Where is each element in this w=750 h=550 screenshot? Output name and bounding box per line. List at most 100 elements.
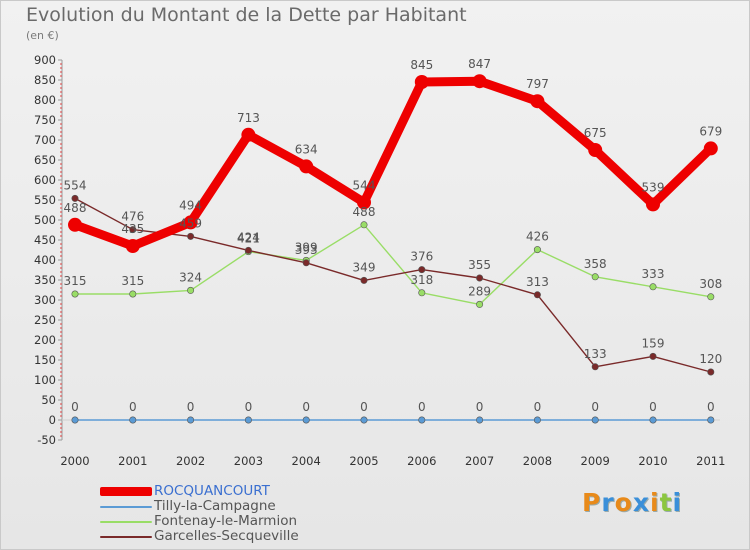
logo-letter: t [659,488,673,517]
proxiti-logo: Proxiti [582,488,682,517]
axes: -50 0 50 100 150 200 250 300 350 400 450 500 550 600 6… [34,53,725,468]
legend-swatch-garcelles-secqueville [100,535,152,538]
data-label-rocquancourt: 544 [353,178,376,192]
data-point-rocquancourt [125,239,140,253]
data-point-tilly-la-campagne [418,416,426,424]
data-point-fontenay-le-marmion [129,290,137,298]
data-label-rocquancourt: 494 [179,198,202,212]
series-layer [68,74,718,424]
data-label-tilly-la-campagne: 0 [591,400,599,414]
y-tick-label: 150 [34,353,56,367]
data-label-fontenay-le-marmion: 308 [699,277,722,291]
data-label-rocquancourt: 847 [468,57,491,71]
data-point-fontenay-le-marmion [187,286,195,294]
data-point-garcelles-secqueville [707,368,715,376]
data-label-rocquancourt: 675 [584,126,607,140]
data-label-garcelles-secqueville: 133 [584,347,607,361]
chart-subtitle: (en €) [26,29,59,42]
data-label-tilly-la-campagne: 0 [360,400,368,414]
data-label-fontenay-le-marmion: 426 [526,230,549,244]
data-label-garcelles-secqueville: 554 [64,178,87,192]
data-label-fontenay-le-marmion: 333 [642,267,665,281]
data-label-rocquancourt: 845 [410,58,433,72]
data-point-tilly-la-campagne [187,416,195,424]
x-tick-label: 2002 [176,454,205,468]
y-tick-label: 850 [34,73,56,87]
data-label-rocquancourt: 435 [121,222,144,236]
x-tick-label: 2008 [523,454,552,468]
data-point-rocquancourt [703,141,718,156]
data-label-garcelles-secqueville: 120 [699,352,722,366]
data-point-tilly-la-campagne [244,416,252,424]
x-tick-label: 2005 [349,454,378,468]
data-point-garcelles-secqueville [187,232,195,240]
data-point-fontenay-le-marmion [707,293,715,301]
data-point-rocquancourt [183,215,198,230]
data-label-tilly-la-campagne: 0 [649,400,657,414]
data-point-rocquancourt [357,195,371,210]
data-point-rocquancourt [68,217,82,232]
x-tick-label: 2003 [234,454,263,468]
data-point-garcelles-secqueville [71,194,79,202]
chart-title: Evolution du Montant de la Dette par Hab… [26,4,467,26]
data-label-fontenay-le-marmion: 488 [353,205,376,219]
data-point-tilly-la-campagne [129,416,137,424]
x-tick-label: 2000 [60,454,89,468]
data-label-garcelles-secqueville: 424 [237,230,260,244]
data-label-tilly-la-campagne: 0 [245,400,253,414]
data-label-rocquancourt: 679 [699,124,722,138]
data-point-rocquancourt [530,94,545,109]
data-point-garcelles-secqueville [129,226,137,234]
data-label-fontenay-le-marmion: 318 [410,273,433,287]
y-tick-label: 650 [34,153,56,167]
data-label-garcelles-secqueville: 476 [121,210,144,224]
legend-label-garcelles-secqueville: Garcelles-Secqueville [154,528,299,544]
data-label-garcelles-secqueville: 159 [642,336,665,350]
logo-letter: i [650,488,660,517]
x-tick-label: 2010 [638,454,667,468]
logo-letter: P [582,488,602,517]
data-labels: 488 435 494 713 634 544 845 847 797 675 539 679 0 0 0 0… [64,57,723,414]
data-point-tilly-la-campagne [476,416,484,424]
data-label-rocquancourt: 634 [295,142,318,156]
y-tick-label: 400 [34,253,56,267]
y-tick-label: 200 [34,333,56,347]
data-point-rocquancourt [646,197,660,212]
y-tick-label: 250 [34,313,56,327]
data-point-fontenay-le-marmion [360,221,368,229]
data-label-garcelles-secqueville: 459 [179,216,202,230]
data-label-tilly-la-campagne: 0 [71,400,79,414]
data-label-fontenay-le-marmion: 324 [179,270,202,284]
y-tick-label: 750 [34,113,56,127]
data-label-tilly-la-campagne: 0 [476,400,484,414]
data-label-rocquancourt: 539 [642,180,665,194]
data-point-tilly-la-campagne [302,416,310,424]
x-tick-label: 2011 [696,454,725,468]
data-point-rocquancourt [299,159,314,174]
data-point-rocquancourt [414,75,429,89]
data-label-fontenay-le-marmion: 358 [584,257,607,271]
data-point-garcelles-secqueville [360,276,368,284]
x-tick-label: 2006 [407,454,436,468]
data-point-tilly-la-campagne [591,416,599,424]
data-label-fontenay-le-marmion: 289 [468,284,491,298]
legend-swatch-fontenay-le-marmion [100,520,152,523]
data-label-rocquancourt: 713 [237,111,260,125]
data-point-rocquancourt [241,127,256,142]
data-point-rocquancourt [588,143,603,157]
data-label-garcelles-secqueville: 313 [526,275,549,289]
y-tick-label: 450 [34,233,56,247]
data-point-fontenay-le-marmion [591,273,599,281]
y-tick-label: 50 [41,393,56,407]
series-line-fontenay-le-marmion [74,224,712,306]
legend-swatch-rocquancourt [100,487,152,496]
data-point-tilly-la-campagne [707,416,715,424]
x-tick-label: 2001 [118,454,147,468]
data-point-tilly-la-campagne [360,416,368,424]
logo-letter: x [632,488,650,517]
data-label-fontenay-le-marmion: 315 [64,274,87,288]
data-point-garcelles-secqueville [302,259,310,267]
data-label-tilly-la-campagne: 0 [707,400,715,414]
logo-letter: r [601,488,615,517]
x-tick-label: 2007 [465,454,494,468]
